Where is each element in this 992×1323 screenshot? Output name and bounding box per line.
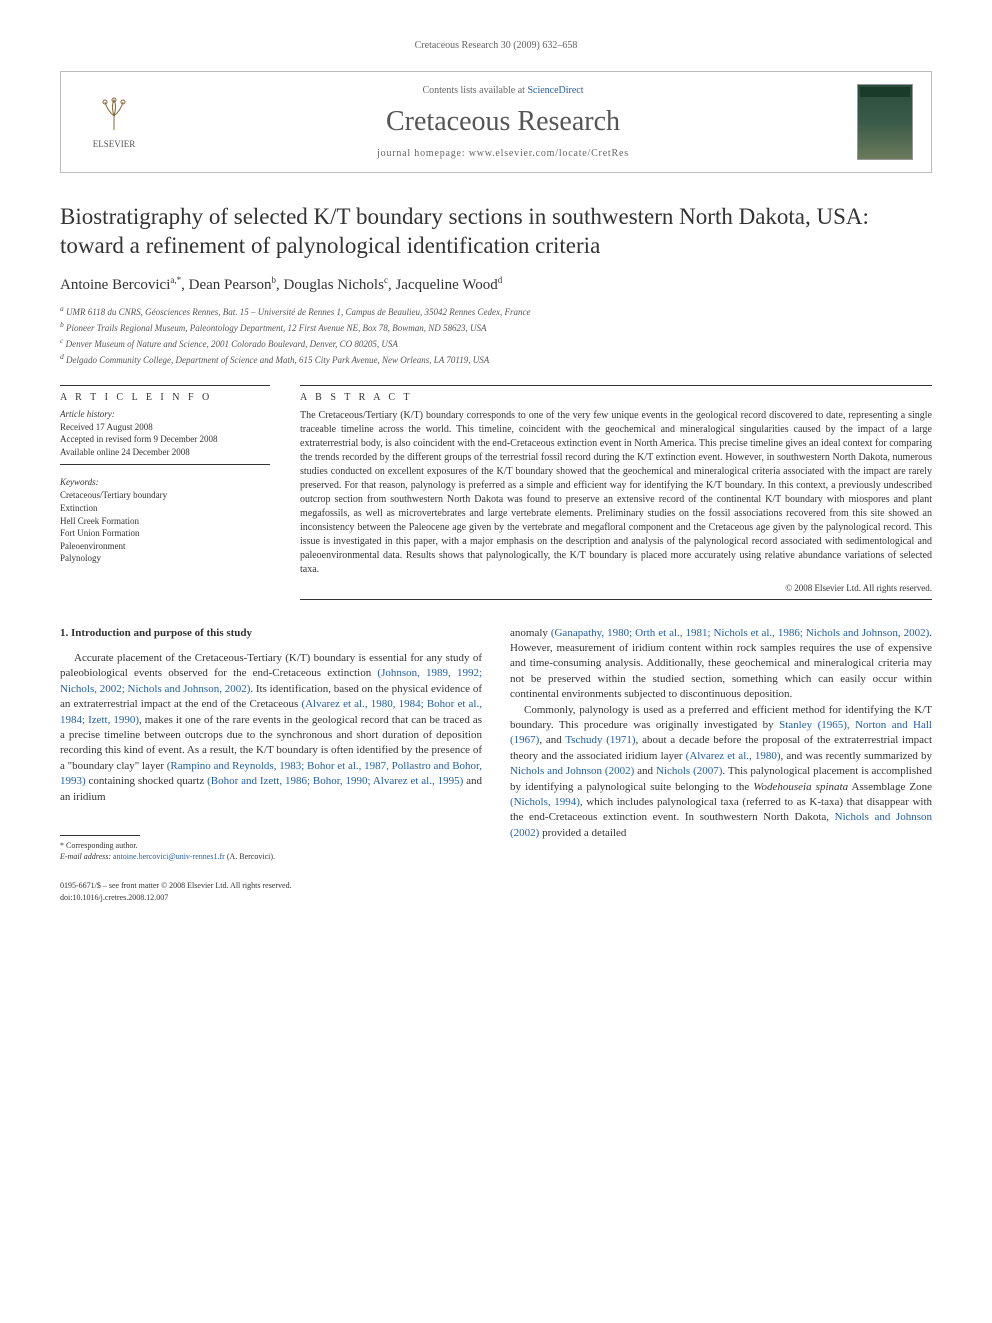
masthead-center: Contents lists available at ScienceDirec…: [149, 85, 857, 159]
abstract-text: The Cretaceous/Tertiary (K/T) boundary c…: [300, 409, 932, 577]
email-label: E-mail address:: [60, 852, 111, 861]
body-column-left: 1. Introduction and purpose of this stud…: [60, 626, 482, 903]
citation-link[interactable]: (Nichols, 1994): [510, 796, 580, 808]
history-lines: Received 17 August 2008Accepted in revis…: [60, 421, 270, 466]
author-list: Antoine Bercovicia,*, Dean Pearsonb, Dou…: [60, 275, 932, 294]
journal-cover-thumbnail: [857, 84, 913, 160]
citation-link[interactable]: (Alvarez et al., 1980): [686, 750, 781, 762]
corresponding-author-footnote: * Corresponding author. E-mail address: …: [60, 840, 482, 862]
keyword-item: Fort Union Formation: [60, 527, 270, 540]
keyword-item: Paleoenvironment: [60, 540, 270, 553]
article-info-column: A R T I C L E I N F O Article history: R…: [60, 385, 270, 600]
footnote-separator: [60, 835, 140, 836]
keyword-item: Cretaceous/Tertiary boundary: [60, 489, 270, 502]
abstract-bottom-rule: [300, 599, 932, 600]
intro-paragraph-2: Commonly, palynology is used as a prefer…: [510, 703, 932, 842]
keywords-label: Keywords:: [60, 477, 270, 487]
affiliation-list: a UMR 6118 du CNRS, Géosciences Rennes, …: [60, 304, 932, 367]
article-title: Biostratigraphy of selected K/T boundary…: [60, 203, 932, 261]
contents-available-line: Contents lists available at ScienceDirec…: [149, 85, 857, 96]
affiliation-line: c Denver Museum of Nature and Science, 2…: [60, 336, 932, 351]
affiliation-line: a UMR 6118 du CNRS, Géosciences Rennes, …: [60, 304, 932, 319]
publisher-name: ELSEVIER: [93, 139, 136, 149]
citation-link[interactable]: Tschudy (1971): [565, 734, 635, 746]
sciencedirect-link[interactable]: ScienceDirect: [527, 85, 583, 96]
citation-link[interactable]: (Bohor and Izett, 1986; Bohor, 1990; Alv…: [207, 775, 463, 787]
publisher-logo: ELSEVIER: [79, 96, 149, 149]
info-abstract-row: A R T I C L E I N F O Article history: R…: [60, 385, 932, 600]
body-two-columns: 1. Introduction and purpose of this stud…: [60, 626, 932, 903]
citation-link[interactable]: (Ganapathy, 1980; Orth et al., 1981; Nic…: [551, 627, 929, 639]
text-run: , and: [539, 734, 565, 746]
journal-masthead: ELSEVIER Contents lists available at Sci…: [60, 71, 932, 173]
text-run: containing shocked quartz: [86, 775, 207, 787]
text-run: anomaly: [510, 627, 551, 639]
keywords-list: Cretaceous/Tertiary boundaryExtinctionHe…: [60, 489, 270, 565]
intro-paragraph-1-cont: anomaly (Ganapathy, 1980; Orth et al., 1…: [510, 626, 932, 703]
footer-copyright: 0195-6671/$ – see front matter © 2008 El…: [60, 880, 482, 891]
keyword-item: Palynology: [60, 552, 270, 565]
text-run: , and was recently summarized by: [781, 750, 932, 762]
journal-homepage-url[interactable]: www.elsevier.com/locate/CretRes: [469, 148, 629, 159]
footer-doi: doi:10.1016/j.cretres.2008.12.007: [60, 892, 482, 903]
keyword-item: Extinction: [60, 502, 270, 515]
body-column-right: anomaly (Ganapathy, 1980; Orth et al., 1…: [510, 626, 932, 903]
text-run: and: [634, 765, 656, 777]
history-line: Available online 24 December 2008: [60, 446, 270, 459]
contents-prefix: Contents lists available at: [422, 85, 527, 96]
abstract-copyright: © 2008 Elsevier Ltd. All rights reserved…: [300, 583, 932, 593]
elsevier-tree-icon: [79, 96, 149, 139]
affiliation-line: d Delgado Community College, Department …: [60, 352, 932, 367]
affiliation-line: b Pioneer Trails Regional Museum, Paleon…: [60, 320, 932, 335]
page-footer: 0195-6671/$ – see front matter © 2008 El…: [60, 880, 482, 902]
homepage-prefix: journal homepage:: [377, 148, 469, 159]
section-1-heading: 1. Introduction and purpose of this stud…: [60, 626, 482, 641]
abstract-heading: A B S T R A C T: [300, 385, 932, 403]
text-run: provided a detailed: [539, 827, 626, 839]
citation-link[interactable]: Nichols (2007): [656, 765, 722, 777]
keyword-item: Hell Creek Formation: [60, 515, 270, 528]
citation-link[interactable]: Nichols and Johnson (2002): [510, 765, 634, 777]
history-line: Received 17 August 2008: [60, 421, 270, 434]
history-label: Article history:: [60, 409, 270, 419]
footnote-star-line: * Corresponding author.: [60, 840, 482, 851]
history-line: Accepted in revised form 9 December 2008: [60, 433, 270, 446]
intro-paragraph-1: Accurate placement of the Cretaceous-Ter…: [60, 651, 482, 805]
article-info-heading: A R T I C L E I N F O: [60, 385, 270, 403]
footnote-email-line: E-mail address: antoine.bercovici@univ-r…: [60, 851, 482, 862]
taxon-name: Wodehouseia spinata: [753, 781, 848, 793]
text-run: Assemblage Zone: [848, 781, 932, 793]
running-header: Cretaceous Research 30 (2009) 632–658: [60, 40, 932, 51]
abstract-column: A B S T R A C T The Cretaceous/Tertiary …: [300, 385, 932, 600]
journal-homepage-line: journal homepage: www.elsevier.com/locat…: [149, 148, 857, 159]
email-suffix: (A. Bercovici).: [227, 852, 275, 861]
journal-name: Cretaceous Research: [149, 106, 857, 138]
corresponding-email[interactable]: antoine.bercovici@univ-rennes1.fr: [113, 852, 225, 861]
